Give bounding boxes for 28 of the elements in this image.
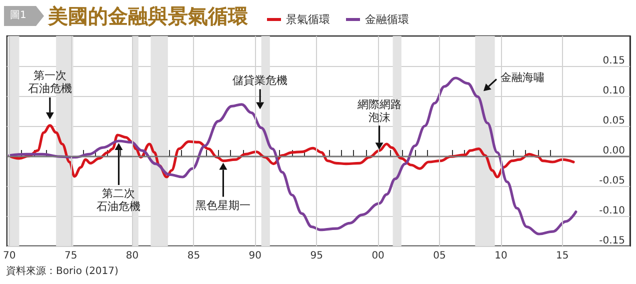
y-tick-label: -0.10: [599, 206, 625, 216]
x-tick-label: 90: [248, 250, 262, 262]
x-tick-label: 80: [126, 250, 139, 262]
y-tick-label: 0.05: [602, 116, 625, 126]
x-tick-label: 15: [556, 250, 569, 262]
x-tick-label: 10: [494, 250, 508, 262]
annotation: 儲貸業危機: [232, 74, 288, 88]
annotation: 第二次石油危機: [96, 187, 141, 213]
y-tick-label: -0.15: [599, 236, 625, 246]
x-tick-label: 70: [2, 250, 16, 262]
x-tick-label: 05: [433, 250, 446, 262]
y-tick-label: 0.15: [602, 56, 625, 66]
x-tick-label: 00: [372, 250, 384, 262]
caption: 圖1: [10, 9, 26, 23]
chart-title: 美國的金融與景氣循環: [48, 3, 248, 29]
y-tick-label: -0.05: [599, 176, 625, 186]
x-tick-label: 75: [64, 250, 78, 262]
annotation: 金融海嘯: [500, 70, 544, 84]
y-tick-label: 0.00: [602, 146, 625, 156]
y-tick-label: 0.10: [602, 86, 625, 96]
source-note: 資料來源：Borio (2017): [6, 265, 118, 279]
legend-label: 金融循環: [365, 13, 409, 26]
annotation: 第一次石油危機: [28, 69, 72, 96]
x-tick-label: 85: [187, 250, 200, 262]
annotation: 網際網路泡沫: [357, 98, 402, 124]
legend-label: 景氣循環: [286, 13, 330, 26]
x-tick-label: 95: [310, 250, 323, 262]
annotation: 黑色星期一: [196, 198, 251, 212]
